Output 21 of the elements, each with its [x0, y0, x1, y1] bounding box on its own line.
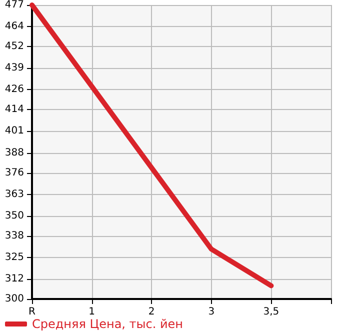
x-tick-label: 1 — [88, 306, 95, 318]
y-tick-label: 325 — [4, 252, 24, 263]
legend-label: Средняя Цена, тыс. йен — [32, 317, 184, 331]
x-tick-label: 2 — [148, 306, 155, 318]
y-tick-label: 414 — [4, 104, 24, 116]
x-tick-label: R — [28, 306, 36, 318]
x-tick-label: 3,5 — [263, 306, 280, 318]
x-tick-label: 3 — [208, 306, 215, 318]
y-tick-label: 464 — [4, 21, 24, 32]
y-tick-label: 300 — [4, 294, 24, 304]
y-tick-label: 350 — [4, 210, 24, 222]
y-tick-label: 376 — [4, 167, 24, 178]
y-tick-label: 338 — [4, 230, 24, 242]
y-tick-label: 388 — [4, 147, 24, 158]
y-tick-label: 363 — [4, 188, 24, 200]
y-tick-label: 477 — [4, 0, 24, 10]
y-tick-label: 426 — [4, 84, 24, 96]
y-tick-label: 452 — [4, 41, 24, 52]
y-tick-label: 312 — [4, 274, 24, 285]
y-tick-label: 439 — [4, 62, 24, 74]
y-tick-label: 401 — [4, 126, 24, 137]
